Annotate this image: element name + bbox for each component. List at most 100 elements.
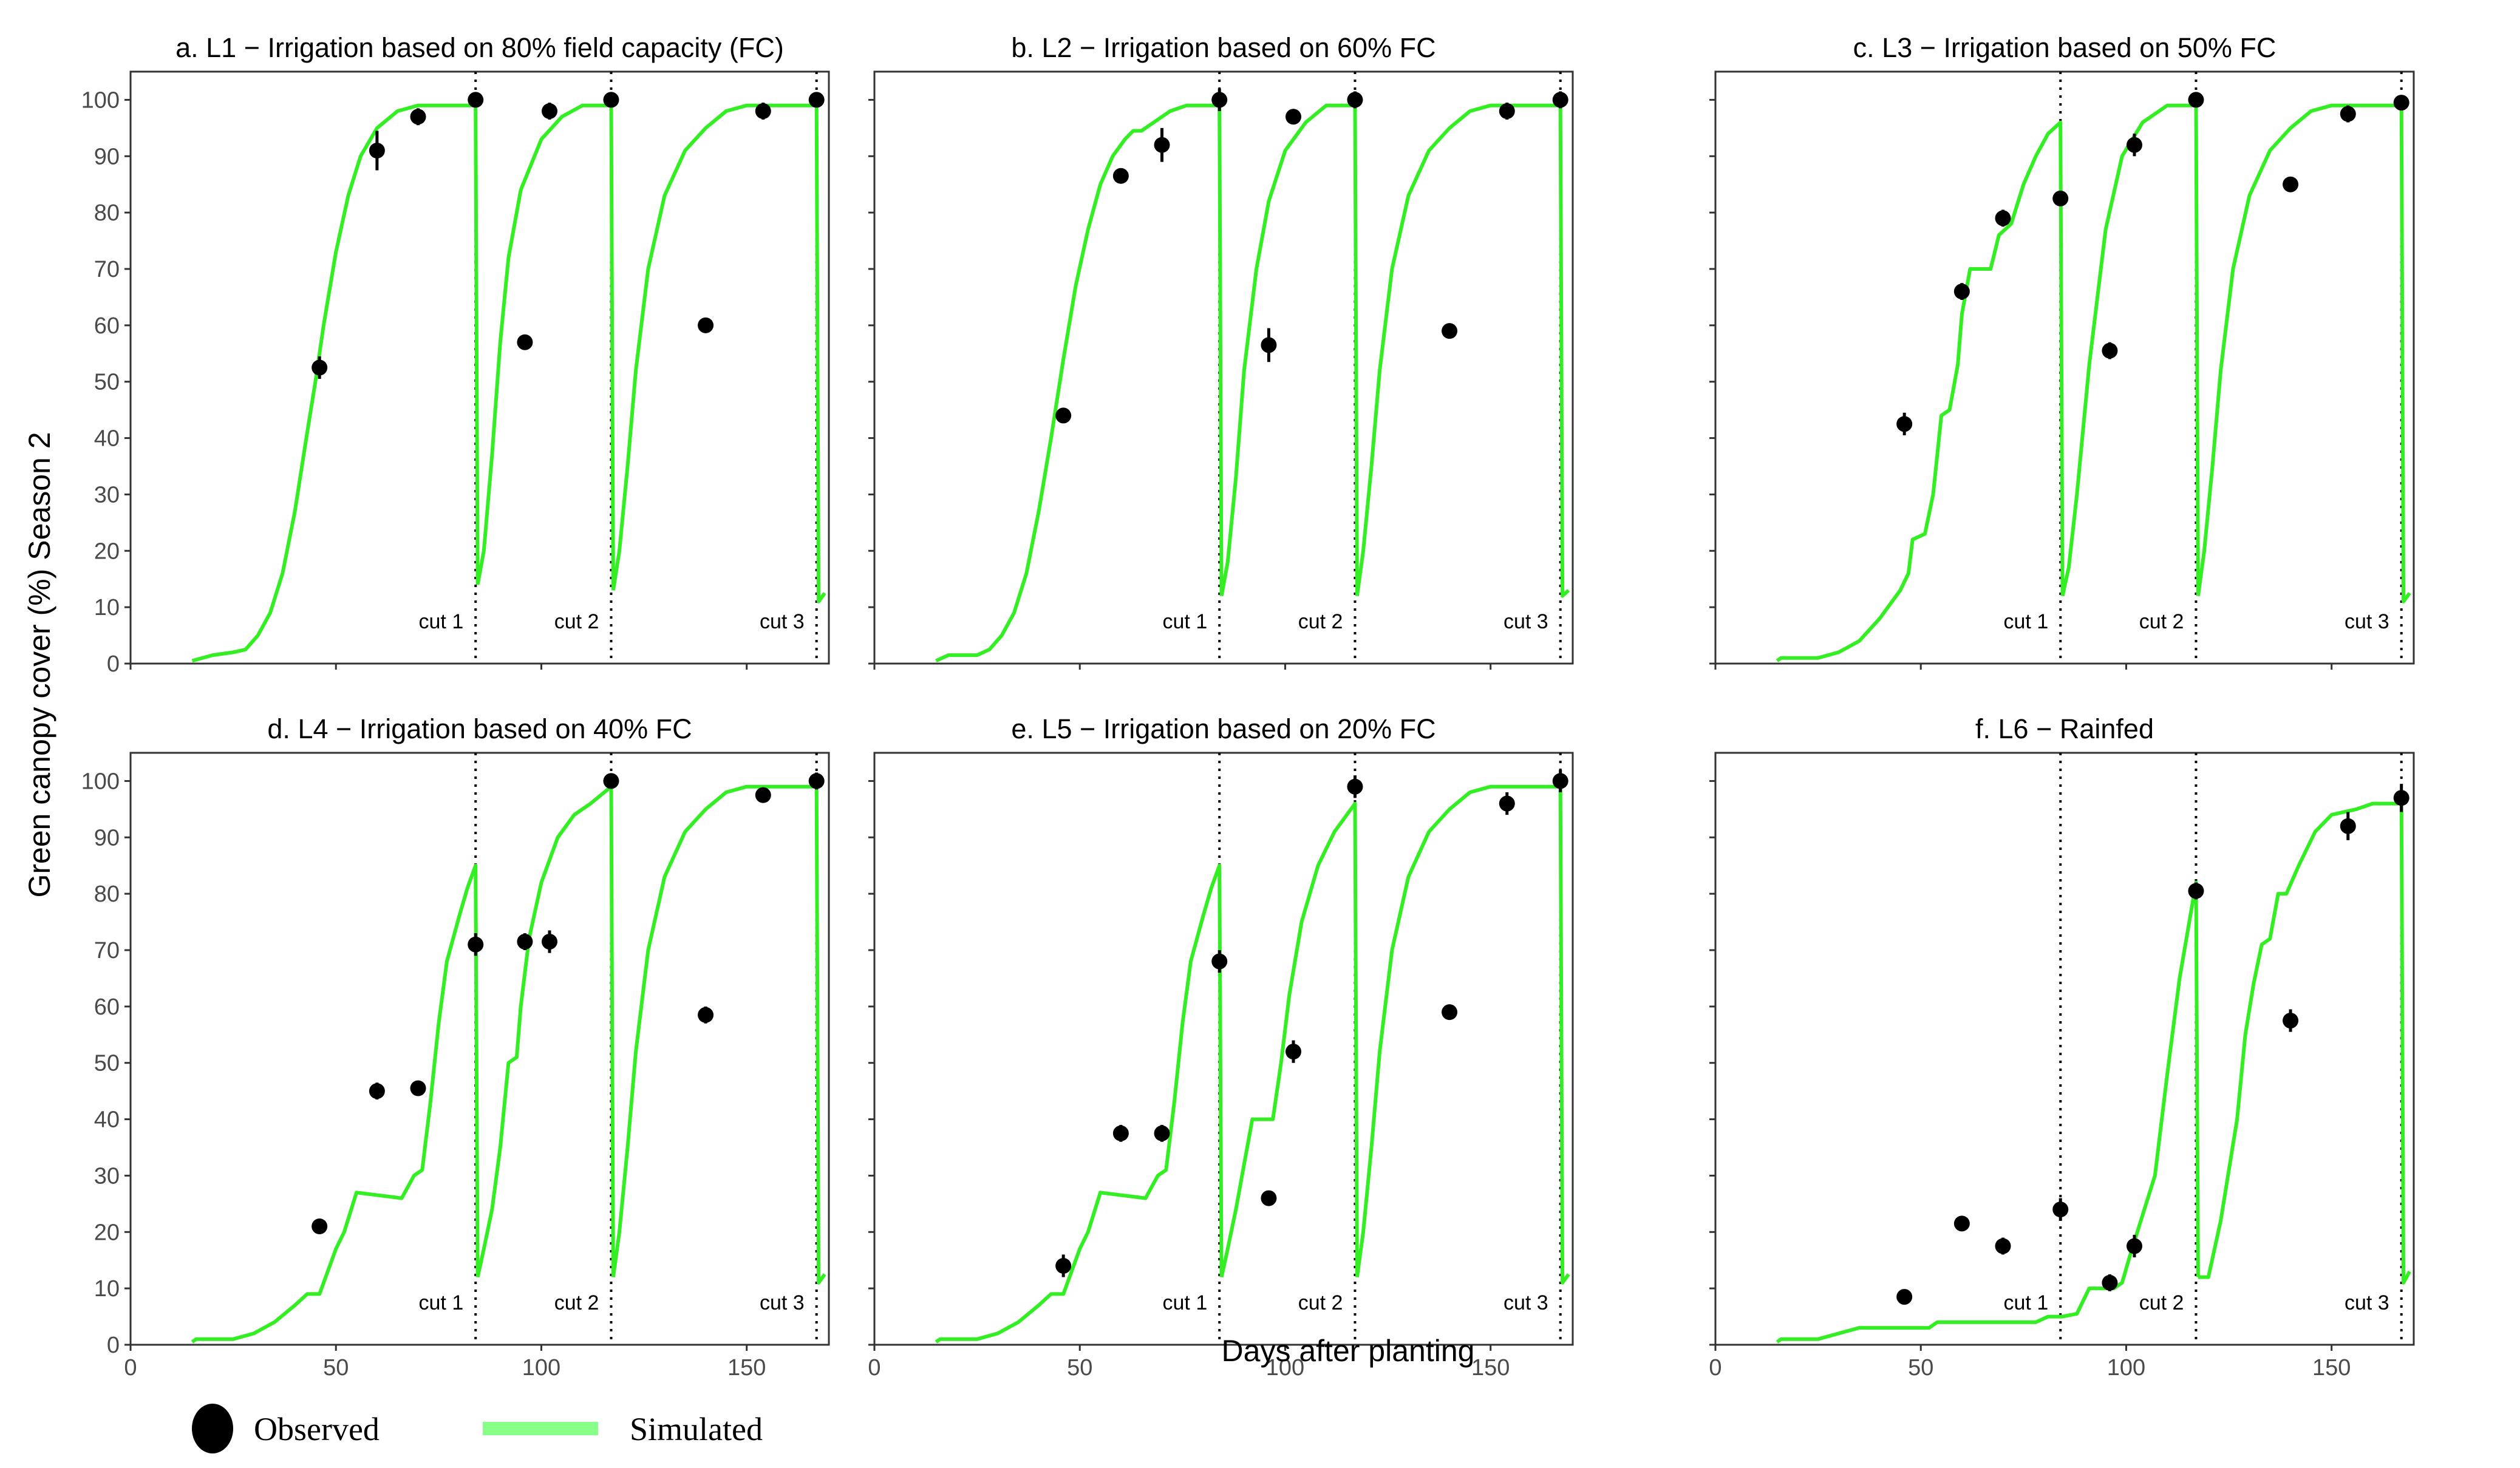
x-tick-label: 0: [124, 1355, 137, 1381]
panel-3: c. L3 − Irrigation based on 50% FC cut 1 c…: [1709, 32, 2415, 670]
panel-frame: [129, 752, 830, 1346]
observed-point: [603, 773, 619, 789]
observed-point: [542, 934, 557, 950]
x-axis-label: Days after planting: [1222, 1334, 1475, 1368]
observed-point: [1499, 795, 1515, 812]
simulated-line-segment: [935, 103, 1224, 663]
observed-point: [468, 92, 484, 108]
cut-label-2: cut 2: [2139, 1291, 2184, 1314]
observed-point: [2340, 818, 2356, 834]
y-tick-label: 90: [94, 825, 120, 851]
x-tick-label: 100: [522, 1355, 560, 1381]
panel-title: e. L5 − Irrigation based on 20% FC: [1011, 713, 1435, 744]
simulated-line-segment: [2198, 796, 2411, 1285]
observed-point: [1552, 773, 1568, 789]
cut-label-3: cut 3: [760, 610, 805, 633]
y-tick-label: 80: [94, 882, 120, 907]
observed-point: [2188, 92, 2204, 108]
simulated-line-segment: [935, 863, 1224, 1344]
y-tick-label: 0: [107, 1333, 120, 1358]
simulated-line-segment: [2060, 103, 2200, 597]
observed-point: [1112, 1125, 1129, 1141]
x-tick-label: 150: [2312, 1355, 2351, 1381]
panel-title: b. L2 − Irrigation based on 60% FC: [1011, 32, 1435, 63]
y-tick-label: 100: [81, 87, 120, 113]
observed-point: [1055, 1258, 1072, 1274]
cut-label-3: cut 3: [1503, 610, 1548, 633]
observed-point: [808, 92, 825, 108]
panel-title: f. L6 − Rainfed: [1975, 713, 2154, 744]
panel-frame: [873, 70, 1574, 665]
panel-title: c. L3 − Irrigation based on 50% FC: [1853, 32, 2277, 63]
observed-point: [755, 787, 771, 803]
observed-point: [1154, 1125, 1170, 1141]
y-tick-label: 10: [94, 595, 120, 620]
x-tick-label: 50: [1908, 1355, 1933, 1381]
observed-point: [698, 317, 714, 333]
observed-point: [1953, 284, 1970, 300]
cut-label-1: cut 1: [1163, 1291, 1208, 1314]
simulated-line-segment: [1355, 784, 1570, 1285]
y-tick-label: 20: [94, 539, 120, 564]
observed-point: [1995, 210, 2011, 226]
observed-point: [1953, 1215, 1970, 1232]
observed-point: [808, 773, 825, 789]
legend-observed-marker: [192, 1404, 233, 1453]
y-tick-label: 0: [107, 651, 120, 677]
panel-1: a. L1 − Irrigation based on 80% field ca…: [81, 32, 830, 677]
y-tick-label: 50: [94, 1051, 120, 1076]
observed-point: [1442, 323, 1458, 339]
observed-point: [2393, 790, 2409, 806]
cut-label-3: cut 3: [760, 1291, 805, 1314]
y-tick-label: 20: [94, 1220, 120, 1245]
observed-point: [517, 934, 533, 950]
legend-observed-label: Observed: [254, 1411, 380, 1447]
legend-simulated-label: Simulated: [630, 1411, 763, 1447]
observed-point: [2188, 883, 2204, 899]
observed-point: [2340, 106, 2356, 122]
y-tick-label: 80: [94, 200, 120, 226]
observed-point: [1995, 1238, 2011, 1254]
cut-label-2: cut 2: [554, 1291, 599, 1314]
observed-point: [542, 103, 557, 119]
panel-frame: [873, 752, 1574, 1346]
observed-point: [369, 1083, 385, 1099]
panel-frame: [129, 70, 830, 665]
y-tick-label: 30: [94, 1163, 120, 1189]
observed-point: [603, 92, 619, 108]
observed-point: [2393, 95, 2409, 111]
y-tick-label: 30: [94, 482, 120, 508]
observed-point: [1286, 1044, 1301, 1060]
cut-label-2: cut 2: [1298, 610, 1343, 633]
simulated-line-segment: [1776, 120, 2065, 662]
simulated-line-segment: [475, 784, 615, 1278]
observed-point: [1552, 92, 1568, 108]
simulated-line-segment: [611, 784, 826, 1285]
observed-point: [410, 109, 426, 125]
observed-point: [1112, 168, 1129, 184]
observed-point: [698, 1007, 714, 1023]
observed-point: [1211, 92, 1228, 108]
y-tick-label: 90: [94, 144, 120, 169]
observed-point: [517, 334, 533, 350]
x-tick-label: 150: [1471, 1355, 1510, 1381]
x-tick-label: 150: [727, 1355, 766, 1381]
panels-group: a. L1 − Irrigation based on 80% field ca…: [81, 32, 2415, 1381]
observed-point: [2127, 137, 2142, 153]
y-axis-label: Green canopy cover (%) Season 2: [22, 432, 56, 897]
observed-point: [1261, 1190, 1277, 1206]
observed-point: [1154, 137, 1170, 153]
y-tick-label: 100: [81, 769, 120, 794]
observed-point: [1499, 103, 1515, 119]
observed-point: [2052, 190, 2069, 206]
observed-point: [2102, 1274, 2118, 1291]
cut-label-1: cut 1: [419, 610, 464, 633]
observed-point: [2127, 1238, 2142, 1254]
observed-point: [1896, 1289, 1913, 1305]
x-tick-label: 100: [2107, 1355, 2145, 1381]
y-tick-label: 40: [94, 1107, 120, 1133]
cut-label-2: cut 2: [2139, 610, 2184, 633]
simulated-line-segment: [1219, 103, 1359, 597]
panel-title: a. L1 − Irrigation based on 80% field ca…: [175, 32, 784, 63]
cut-label-1: cut 1: [2004, 610, 2049, 633]
